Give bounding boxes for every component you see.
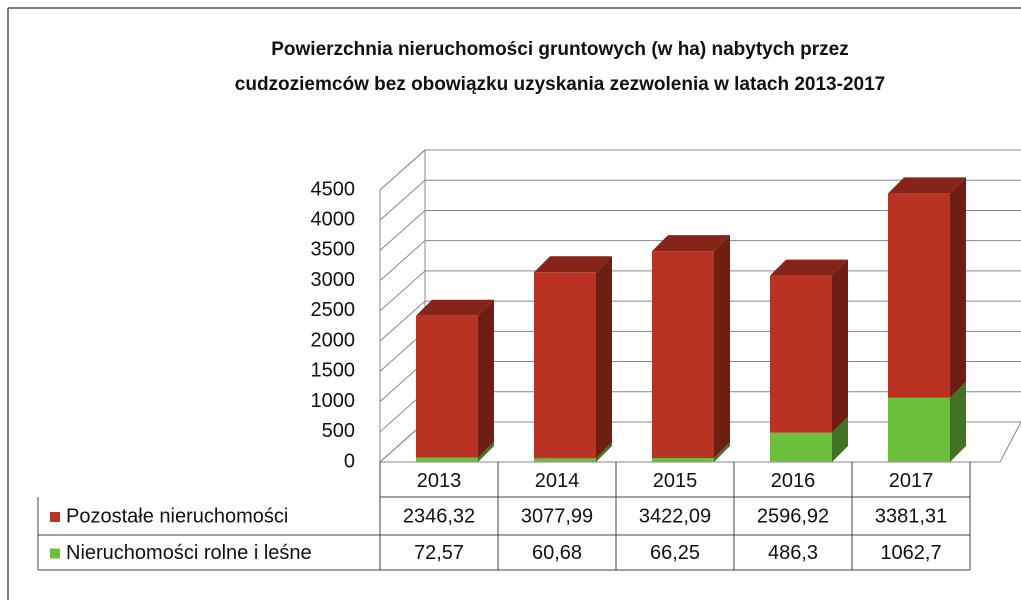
data-label: 2346,32 <box>403 505 475 527</box>
y-tick-label: 0 <box>344 450 355 472</box>
bar-side <box>478 441 494 462</box>
data-label: 486,3 <box>768 542 818 564</box>
data-label: 3077,99 <box>521 505 593 527</box>
bar-side <box>832 259 848 433</box>
y-tick-label: 4000 <box>311 209 356 231</box>
bar <box>888 397 950 462</box>
data-label: 72,57 <box>414 542 464 564</box>
bar-side <box>714 441 730 462</box>
data-label: 3422,09 <box>639 505 711 527</box>
x-tick-label: 2013 <box>417 470 462 492</box>
x-tick-label: 2016 <box>771 470 816 492</box>
grid-line <box>379 179 1021 221</box>
grid-line <box>379 209 1021 251</box>
y-tick-label: 2000 <box>311 329 356 351</box>
y-tick-label: 1500 <box>311 360 356 382</box>
bar-side <box>596 256 612 459</box>
bar <box>888 193 950 398</box>
data-label: 3381,31 <box>875 505 947 527</box>
y-tick-label: 500 <box>322 420 355 442</box>
bar-side <box>714 235 730 458</box>
bar <box>652 251 714 458</box>
bar <box>652 457 714 462</box>
chart-title: Powierzchnia nieruchomości gruntowych (w… <box>271 39 849 60</box>
y-tick-label: 2500 <box>311 299 356 321</box>
data-label: 2596,92 <box>757 505 829 527</box>
data-label: 66,25 <box>650 542 700 564</box>
bar <box>416 315 478 458</box>
y-tick-label: 3000 <box>311 269 356 291</box>
bar <box>416 457 478 462</box>
bar-top <box>534 256 612 273</box>
bar-top <box>416 299 494 316</box>
y-tick-label: 3500 <box>311 239 356 261</box>
grid-line <box>379 149 1021 191</box>
bar-side <box>950 177 966 398</box>
data-label: 1062,7 <box>880 542 941 564</box>
x-tick-label: 2015 <box>653 470 698 492</box>
y-tick-label: 1000 <box>311 390 356 412</box>
x-tick-label: 2017 <box>889 470 934 492</box>
bar-side <box>832 416 848 462</box>
bar-side <box>596 442 612 462</box>
bar <box>770 432 832 462</box>
legend-swatch <box>50 548 60 559</box>
bar <box>534 272 596 459</box>
bar-top <box>770 259 848 276</box>
bar-top <box>888 177 966 194</box>
legend-label: Pozostałe nieruchomości <box>66 505 288 527</box>
bar <box>770 275 832 433</box>
data-label: 60,68 <box>532 542 582 564</box>
x-tick-label: 2014 <box>535 470 580 492</box>
bar-top <box>652 235 730 252</box>
bar <box>534 458 596 462</box>
grid-line <box>379 240 1021 282</box>
chart-title: cudzoziemców bez obowiązku uzyskania zez… <box>235 74 885 95</box>
bar-side <box>478 299 494 458</box>
bar-side <box>950 381 966 462</box>
y-tick-label: 4500 <box>311 178 356 200</box>
legend-label: Nieruchomości rolne i leśne <box>66 542 312 564</box>
legend-swatch <box>50 512 60 522</box>
